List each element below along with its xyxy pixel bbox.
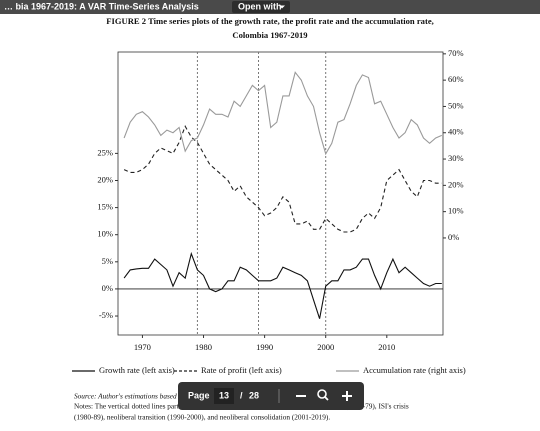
chart: -5% 0% 5% 10% 15% 20% 25% 0% 10% 20% 30% 40% 50% 60% 7… <box>72 48 466 375</box>
total-pages: 28 <box>249 390 259 400</box>
x-tick-label: 1990 <box>256 342 273 352</box>
current-page[interactable]: 13 <box>219 390 229 400</box>
figure-caption: FIGURE 2 Time series plots of the growth… <box>106 16 434 26</box>
series-line <box>123 251 442 319</box>
y2-tick-label: 40% <box>448 127 464 137</box>
y-tick-label: -5% <box>99 310 113 320</box>
page-separator: / <box>240 390 243 400</box>
zoom-in-button[interactable] <box>342 391 352 401</box>
open-with-label[interactable]: Open with <box>238 1 282 11</box>
y-tick-label: 25% <box>97 147 113 157</box>
y-tick-label: 15% <box>97 202 113 212</box>
page-input[interactable] <box>214 388 234 404</box>
dropdown-icon[interactable] <box>279 5 285 9</box>
y-tick-label: 5% <box>102 256 113 266</box>
x-tick-label: 1970 <box>134 342 151 352</box>
y2-tick-label: 20% <box>448 179 464 189</box>
series-line <box>123 125 442 233</box>
x-tick-label: 1980 <box>195 342 212 352</box>
y2-tick-label: 60% <box>448 74 464 84</box>
y-tick-label: 20% <box>97 174 113 184</box>
y2-tick-label: 30% <box>448 153 464 163</box>
page-label: Page <box>188 390 210 400</box>
y2-tick-label: 10% <box>448 206 464 216</box>
x-tick-label: 2000 <box>317 342 334 352</box>
y-tick-label: 0% <box>102 283 113 293</box>
legend-label: Accumulation rate (right axis) <box>363 365 466 375</box>
y2-tick-label: 70% <box>448 48 464 58</box>
series-line <box>123 71 443 156</box>
y2-tick-label: 0% <box>448 232 459 242</box>
zoom-button[interactable] <box>317 389 329 401</box>
x-tick-label: 2010 <box>378 342 395 352</box>
legend-label: Rate of profit (left axis) <box>201 365 282 375</box>
y-tick-label: 10% <box>97 229 113 239</box>
y2-tick-label: 50% <box>448 100 464 110</box>
legend-label: Growth rate (left axis) <box>99 365 175 375</box>
figure-caption: Colombia 1967-2019 <box>232 30 307 40</box>
open-with-button[interactable] <box>232 1 290 13</box>
notes: (1980-89), neoliberal transition (1990-2… <box>74 413 330 422</box>
plot-frame <box>117 51 444 336</box>
document-title: … bia 1967-2019: A VAR Time-Series Analy… <box>4 1 199 11</box>
